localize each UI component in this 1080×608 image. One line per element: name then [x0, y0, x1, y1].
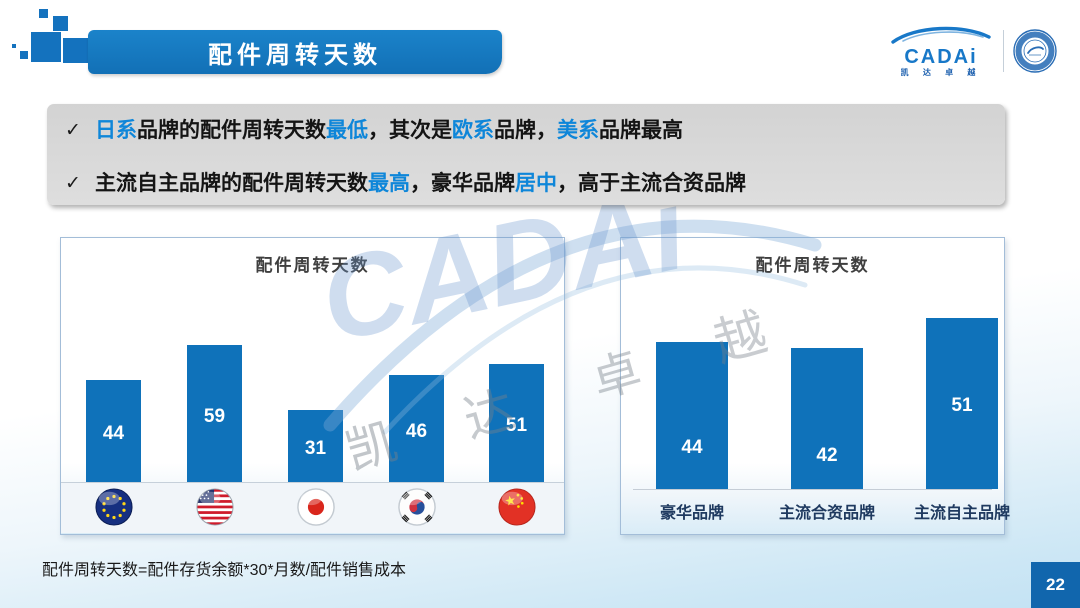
text-segment: 最低: [326, 119, 368, 142]
bullet-point: ✓ 主流自主品牌的配件周转天数最高，豪华品牌居中，高于主流合资品牌: [65, 170, 1005, 198]
logo-divider: [1003, 30, 1004, 72]
summary-callout: ✓ 日系品牌的配件周转天数最低，其次是欧系品牌，美系品牌最高 ✓ 主流自主品牌的配件周…: [47, 104, 1005, 205]
decor-square: [63, 38, 88, 63]
bar: 44: [656, 342, 728, 489]
association-badge-icon: [1013, 29, 1057, 73]
decor-square: [12, 44, 16, 48]
category-label: 豪华品牌: [659, 505, 724, 522]
brand-subtitle: 凯 达 卓 越: [900, 68, 982, 77]
bar: 51: [489, 364, 544, 482]
bar-value-label: 51: [505, 415, 528, 436]
bar-value-label: 44: [102, 423, 125, 444]
bullet-text: 主流自主品牌的配件周转天数最高，豪华品牌居中，高于主流合资品牌: [95, 170, 746, 198]
china-flag-icon: [497, 488, 536, 526]
brand-logo: CADAi 凯 达 卓 越: [885, 22, 1075, 80]
bullet-point: ✓ 日系品牌的配件周转天数最低，其次是欧系品牌，美系品牌最高: [65, 117, 1005, 145]
bar-value-label: 59: [203, 406, 226, 427]
chart-panel-by-tier: 配件周转天数 44 豪华品牌 42 主流合资品牌 51 主流自主品牌: [620, 237, 1010, 535]
text-segment: 主流自主品牌的配件周转天数: [95, 172, 368, 195]
bar-value-label: 31: [304, 438, 327, 459]
checkmark-icon: ✓: [65, 120, 81, 141]
text-segment: 最高: [368, 172, 410, 195]
page-number: 22: [1046, 575, 1065, 594]
chart-title: 配件周转天数: [255, 256, 370, 275]
text-segment: 美系: [557, 119, 599, 142]
x-axis-line: [633, 489, 992, 490]
car-swoosh-icon: [891, 26, 991, 44]
eu-flag-icon: [94, 488, 133, 526]
text-segment: ，高于主流合资品牌: [557, 172, 746, 195]
bar: 31: [288, 410, 343, 482]
text-segment: 品牌最高: [599, 119, 683, 142]
text-segment: 品牌的配件周转天数: [137, 119, 326, 142]
text-segment: ，豪华品牌: [410, 172, 515, 195]
brand-name: CADAi: [904, 46, 978, 68]
bar: 42: [791, 348, 863, 489]
decor-square: [39, 9, 48, 18]
text-segment: 欧系: [452, 119, 494, 142]
text-segment: ，其次是: [368, 119, 452, 142]
decor-square: [20, 51, 28, 59]
japan-flag-icon: [296, 488, 335, 526]
category-label: 主流自主品牌: [913, 505, 1010, 522]
bar-value-label: 42: [816, 445, 838, 466]
bullet-text: 日系品牌的配件周转天数最低，其次是欧系品牌，美系品牌最高: [95, 117, 683, 145]
decor-square: [31, 32, 61, 62]
bar-value-label: 44: [681, 437, 703, 458]
chart-title: 配件周转天数: [755, 256, 870, 275]
text-segment: 居中: [515, 172, 557, 195]
footnote: 配件周转天数=配件存货余额*30*月数/配件销售成本: [42, 562, 407, 579]
page-title: 配件周转天数: [208, 41, 382, 69]
usa-flag-icon: [195, 488, 234, 526]
bar: 46: [389, 375, 444, 482]
checkmark-icon: ✓: [65, 173, 81, 194]
bar: 44: [86, 380, 141, 482]
text-segment: 品牌，: [494, 119, 557, 142]
bar-value-label: 46: [405, 421, 428, 442]
text-segment: 日系: [95, 119, 137, 142]
korea-flag-icon: [397, 488, 436, 526]
decor-square: [53, 16, 68, 31]
bar: 51: [926, 318, 998, 489]
bar: 59: [187, 345, 242, 482]
category-label: 主流合资品牌: [778, 505, 875, 522]
chart-panel-by-country: 配件周转天数 44 59 31 46 51: [60, 237, 565, 535]
bar-value-label: 51: [951, 395, 973, 416]
page-number-badge: 22: [1031, 562, 1080, 608]
title-banner: 配件周转天数: [88, 30, 502, 74]
